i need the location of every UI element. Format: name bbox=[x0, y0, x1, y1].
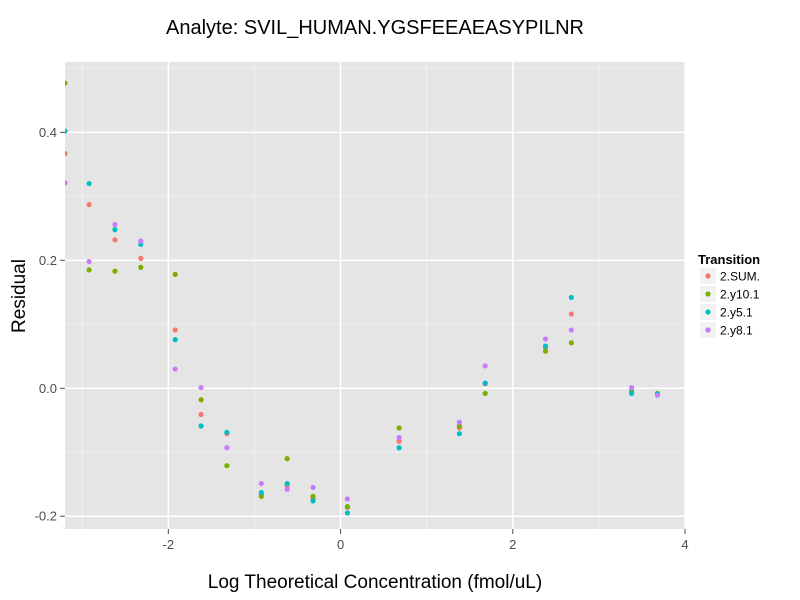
y-tick-label: 0.4 bbox=[39, 125, 57, 140]
x-tick-label: 4 bbox=[681, 537, 688, 552]
data-point-2-y10-1 bbox=[568, 340, 574, 346]
data-point-2-y5-1 bbox=[112, 227, 118, 233]
legend-items: 2.SUM. 2.y10.1 2.y5.1 2.y8.1 bbox=[700, 268, 760, 338]
data-point-2-y8-1 bbox=[138, 238, 144, 244]
legend-label-2-y5-1: 2.y5.1 bbox=[720, 306, 753, 320]
data-point-2-y8-1 bbox=[224, 445, 230, 451]
data-point-2-y10-1 bbox=[224, 463, 230, 469]
data-point-2-y8-1 bbox=[198, 385, 204, 391]
y-tick-label: 0.2 bbox=[39, 253, 57, 268]
data-point-2-y10-1 bbox=[172, 271, 178, 277]
legend: Transition 2.SUM. 2.y10.1 2.y5.1 2.y8.1 bbox=[698, 252, 760, 338]
data-point-2-y5-1 bbox=[224, 429, 230, 436]
data-point-2-y5-1 bbox=[198, 423, 204, 429]
data-point-2-y5-1 bbox=[456, 431, 462, 437]
data-point-2-y10-1 bbox=[198, 397, 204, 403]
data-point-2-sum bbox=[396, 438, 402, 444]
data-point-2-y8-1 bbox=[654, 392, 661, 398]
data-point-2-y5-1 bbox=[629, 390, 635, 396]
legend-label-2-y10-1: 2.y10.1 bbox=[720, 288, 760, 302]
data-point-2-sum bbox=[138, 255, 144, 261]
data-point-2-y8-1 bbox=[456, 419, 462, 425]
x-axis-ticks: -2 0 2 4 bbox=[163, 529, 689, 552]
data-point-2-y5-1 bbox=[172, 337, 178, 343]
data-point-2-y8-1 bbox=[542, 336, 549, 342]
y-axis-ticks: -0.2 0.0 0.2 0.4 bbox=[35, 125, 65, 524]
data-point-2-y10-1 bbox=[65, 80, 68, 86]
legend-key-2-y10-1 bbox=[705, 291, 711, 297]
data-point-2-y5-1 bbox=[86, 180, 92, 187]
x-tick-label: -2 bbox=[163, 537, 175, 552]
data-point-2-y5-1 bbox=[568, 294, 574, 301]
data-point-2-y10-1 bbox=[542, 348, 549, 354]
data-point-2-y8-1 bbox=[396, 434, 402, 441]
data-point-2-y8-1 bbox=[344, 496, 351, 502]
data-point-2-y5-1 bbox=[344, 510, 351, 516]
data-point-2-y5-1 bbox=[258, 489, 264, 496]
data-point-2-y10-1 bbox=[310, 493, 316, 499]
data-point-2-y5-1 bbox=[310, 498, 316, 504]
data-point-2-y10-1 bbox=[344, 504, 351, 510]
data-point-2-y10-1 bbox=[112, 268, 118, 274]
data-point-2-y5-1 bbox=[284, 480, 290, 487]
legend-title: Transition bbox=[698, 252, 760, 267]
major-gridlines bbox=[65, 62, 686, 529]
data-point-2-y10-1 bbox=[482, 390, 488, 396]
data-point-2-y8-1 bbox=[629, 385, 635, 391]
y-axis-title: Residual bbox=[9, 259, 30, 333]
data-point-2-y10-1 bbox=[258, 493, 264, 499]
legend-label-2-sum: 2.SUM. bbox=[720, 270, 760, 284]
data-point-2-sum bbox=[86, 202, 92, 208]
data-point-2-y8-1 bbox=[65, 180, 68, 186]
data-point-2-y5-1 bbox=[65, 128, 68, 134]
data-point-2-y8-1 bbox=[310, 484, 316, 491]
data-points bbox=[65, 80, 661, 516]
data-point-2-y8-1 bbox=[482, 363, 488, 369]
y-tick-label: -0.2 bbox=[35, 509, 57, 524]
data-point-2-y10-1 bbox=[456, 423, 462, 429]
data-point-2-y10-1 bbox=[138, 264, 144, 270]
data-point-2-y10-1 bbox=[86, 267, 92, 273]
data-point-2-y8-1 bbox=[258, 480, 264, 487]
data-point-2-y8-1 bbox=[172, 366, 178, 372]
legend-key-2-sum bbox=[705, 273, 711, 279]
x-axis-title: Log Theoretical Concentration (fmol/uL) bbox=[208, 572, 542, 593]
data-point-2-sum bbox=[568, 311, 574, 317]
data-point-2-y10-1 bbox=[396, 425, 402, 431]
data-point-2-sum bbox=[172, 327, 178, 333]
data-point-2-y8-1 bbox=[112, 221, 118, 228]
data-point-2-y8-1 bbox=[86, 258, 92, 265]
x-tick-label: 0 bbox=[337, 537, 344, 552]
legend-key-2-y8-1 bbox=[705, 327, 711, 333]
data-point-2-y8-1 bbox=[568, 327, 574, 333]
data-point-2-y5-1 bbox=[482, 380, 488, 386]
data-point-2-sum bbox=[65, 150, 68, 157]
x-tick-label: 2 bbox=[509, 537, 516, 552]
data-point-2-y10-1 bbox=[284, 456, 290, 462]
data-point-2-sum bbox=[198, 411, 204, 418]
data-point-2-y5-1 bbox=[542, 343, 549, 349]
data-point-2-sum bbox=[112, 237, 118, 243]
data-point-2-y8-1 bbox=[284, 486, 290, 492]
chart-title: Analyte: SVIL_HUMAN.YGSFEEAEASYPILNR bbox=[166, 17, 584, 39]
y-tick-label: 0.0 bbox=[39, 381, 57, 396]
legend-key-2-y5-1 bbox=[705, 309, 711, 315]
data-point-2-y5-1 bbox=[396, 445, 402, 451]
legend-label-2-y8-1: 2.y8.1 bbox=[720, 324, 753, 338]
